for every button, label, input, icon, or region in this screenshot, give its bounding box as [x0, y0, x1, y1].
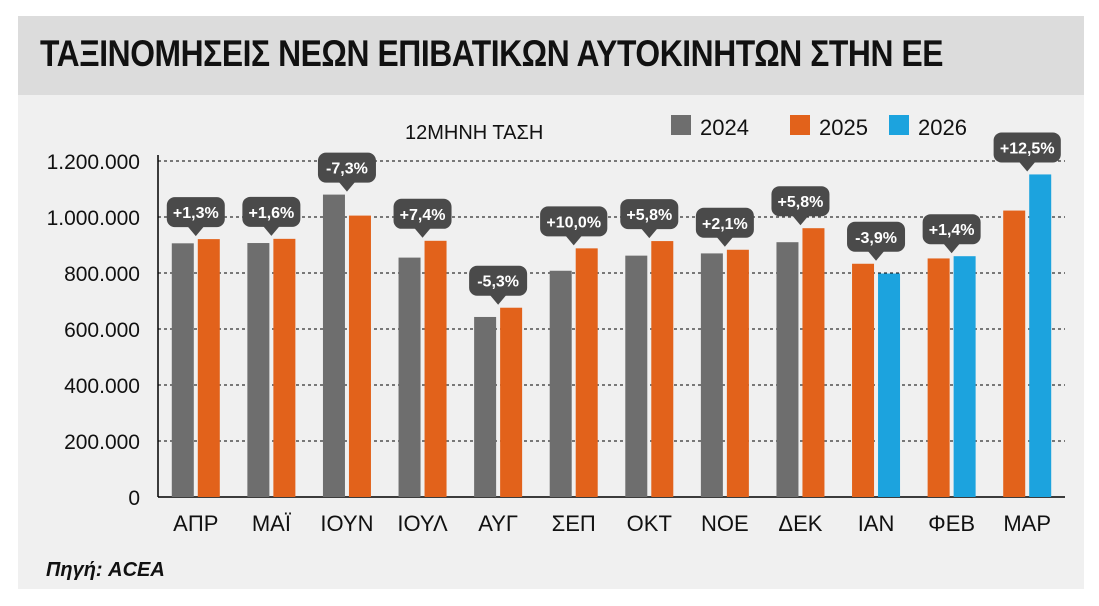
title-bar: ΤΑΞΙΝΟΜΗΣΕΙΣ ΝΕΩΝ ΕΠΙΒΑΤΙΚΩΝ ΑΥΤΟΚΙΝΗΤΩΝ…	[18, 16, 1084, 95]
annotation-pointer	[1019, 161, 1036, 172]
annotation-label: -7,3%	[326, 161, 368, 178]
x-tick-label: ΙΑΝ	[858, 511, 895, 536]
x-tick-label: ΦΕΒ	[928, 511, 975, 536]
legend-label: 2024	[700, 115, 749, 140]
bar-2024	[322, 194, 345, 497]
x-tick-label: ΝΟΕ	[701, 511, 749, 536]
annotation-label: +5,8%	[626, 207, 672, 224]
annotation-pointer	[716, 237, 733, 247]
bar-2024	[549, 270, 572, 497]
legend-swatch	[790, 115, 810, 135]
bar-2026	[878, 273, 901, 497]
bar-2024	[171, 243, 194, 497]
y-tick-label: 600.000	[64, 319, 140, 342]
annotation-label: +1,4%	[929, 222, 975, 239]
bar-2025	[424, 240, 447, 498]
y-tick-label: 400.000	[64, 375, 140, 398]
bar-2024	[247, 243, 270, 497]
annotation-bubble	[922, 214, 981, 245]
annotation-pointer	[187, 226, 204, 237]
annotation-label: -5,3%	[477, 274, 519, 291]
x-tick-label: ΙΟΥΝ	[320, 511, 373, 536]
legend-label: 2026	[918, 115, 967, 140]
annotation-bubble	[993, 132, 1061, 163]
bar-2025	[726, 249, 749, 497]
bar-2025	[651, 241, 674, 497]
annotation-label: +2,1%	[702, 216, 748, 233]
legend-label: 2025	[819, 115, 868, 140]
chart-title: ΤΑΞΙΝΟΜΗΣΕΙΣ ΝΕΩΝ ΕΠΙΒΑΤΙΚΩΝ ΑΥΤΟΚΙΝΗΤΩΝ…	[40, 33, 944, 74]
annotation-label: -3,9%	[855, 230, 897, 247]
annotation-pointer	[414, 228, 431, 238]
annotation-bubble	[242, 196, 301, 227]
x-tick-label: ΑΥΓ	[478, 511, 518, 536]
annotation-bubble	[393, 198, 452, 229]
bar-2025	[802, 228, 825, 497]
annotation-label: +10,0%	[546, 214, 601, 231]
y-tick-label: 1.200.000	[47, 151, 140, 174]
x-tick-label: ΑΠΡ	[173, 511, 218, 536]
annotation-bubble	[317, 152, 376, 183]
x-tick-label: ΟΚΤ	[627, 511, 672, 536]
bar-2025	[1003, 210, 1026, 497]
chart-subtitle: 12ΜΗΝΗ ΤΑΣΗ	[405, 122, 543, 144]
annotation-bubble	[620, 199, 679, 230]
bar-2024	[398, 257, 421, 497]
annotation-pointer	[263, 226, 280, 236]
y-tick-label: 0	[128, 487, 140, 510]
x-tick-label: ΜΑΡ	[1003, 511, 1051, 536]
annotation-bubble	[771, 186, 830, 217]
legend-swatch	[671, 115, 691, 135]
annotation-pointer	[490, 295, 507, 305]
bar-2024	[700, 253, 723, 497]
annotation-pointer	[943, 243, 960, 254]
annotation-bubble	[695, 207, 754, 238]
bar-2025	[273, 238, 296, 497]
annotation-pointer	[565, 235, 582, 246]
annotation-label: +7,4%	[400, 207, 446, 224]
x-tick-label: ΜΑΪ	[252, 511, 292, 536]
y-tick-label: 800.000	[64, 263, 140, 286]
x-tick-label: ΙΟΥΛ	[397, 511, 448, 536]
bar-2024	[776, 242, 799, 497]
bar-2025	[852, 263, 875, 497]
bar-2025	[348, 215, 371, 497]
x-tick-label: ΣΕΠ	[552, 511, 596, 536]
source-note: Πηγή: ACEA	[46, 559, 165, 581]
annotation-pointer	[338, 182, 355, 192]
bar-2025	[927, 258, 950, 497]
annotation-label: +12,5%	[1000, 140, 1055, 157]
annotation-bubble	[847, 221, 906, 252]
bar-2026	[953, 256, 976, 497]
y-tick-label: 1.000.000	[47, 207, 140, 230]
annotation-label: +1,3%	[173, 205, 219, 222]
annotation-pointer	[792, 215, 809, 226]
y-tick-label: 200.000	[64, 431, 140, 454]
bar-2025	[500, 307, 523, 497]
legend-swatch	[889, 115, 909, 135]
annotation-bubble	[469, 265, 528, 296]
bar-2024	[625, 255, 648, 497]
annotation-bubble	[166, 197, 225, 228]
annotation-label: +5,8%	[778, 194, 824, 211]
x-tick-label: ΔΕΚ	[778, 511, 822, 536]
bar-2025	[575, 248, 598, 497]
bar-2026	[1029, 174, 1052, 497]
bar-2024	[474, 316, 497, 497]
annotation-bubble	[540, 206, 608, 237]
annotation-pointer	[641, 228, 658, 239]
annotation-label: +1,6%	[248, 205, 294, 222]
annotation-pointer	[868, 251, 885, 261]
bar-2025	[197, 239, 220, 497]
